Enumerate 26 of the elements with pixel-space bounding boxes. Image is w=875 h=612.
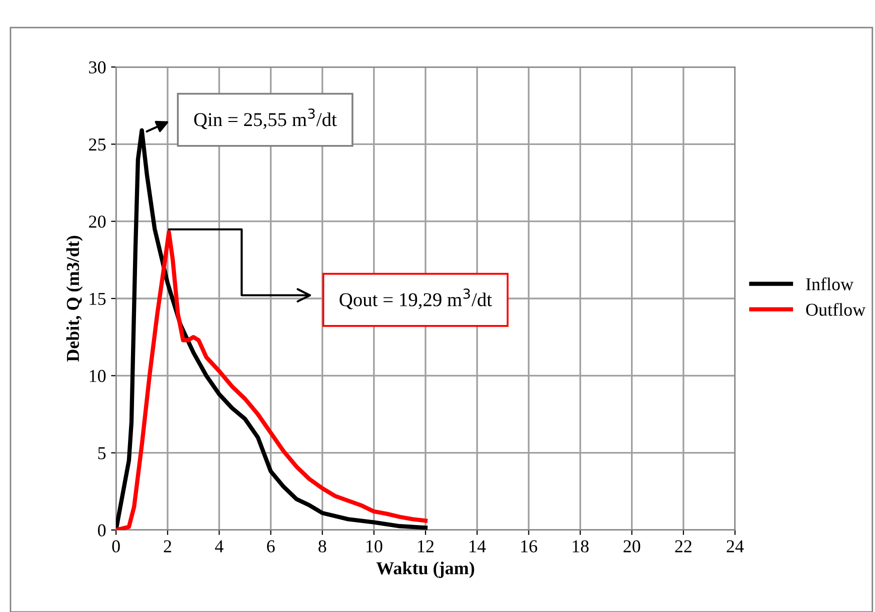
y-tick-label: 25 [89,138,106,151]
x-tick-label: 22 [675,540,692,552]
x-axis-title: Waktu (jam) [376,562,474,578]
x-tick-label: 10 [366,540,382,552]
y-tick-label: 30 [89,61,106,74]
x-tick-label: 12 [418,540,434,552]
x-tick-label: 16 [521,540,538,552]
x-tick-label: 18 [572,540,589,552]
legend-label: Inflow [806,277,854,290]
y-tick-label: 15 [90,292,106,305]
x-tick-label: 20 [624,540,640,552]
x-tick-label: 0 [112,540,120,552]
legend-label: Outflow [806,302,866,316]
y-tick-label: 0 [98,524,106,536]
x-tick-label: 24 [726,540,744,552]
annotation: Qout = 19,29 m$^{3}$/dt [340,288,492,310]
y-tick-label: 10 [90,370,106,382]
x-tick-label: 4 [215,540,224,552]
y-tick-label: 20 [89,216,106,228]
x-tick-label: 6 [267,540,275,552]
x-tick-label: 2 [164,540,172,552]
y-axis-title: Debit, Q (m3/dt) [66,236,83,362]
x-tick-label: 14 [470,540,486,552]
x-tick-label: 8 [318,540,326,552]
annotation: Qin = 25,55 m$^{3}$/dt [194,108,337,130]
y-tick-label: 5 [98,447,106,460]
